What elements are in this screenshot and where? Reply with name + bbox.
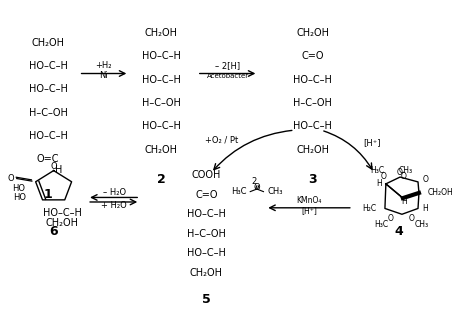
Text: O: O [254,183,260,192]
Text: O: O [381,172,386,181]
Text: O: O [50,162,57,171]
Text: 2: 2 [157,173,166,186]
Text: H–C–OH: H–C–OH [142,98,181,108]
Text: +O₂ / Pt: +O₂ / Pt [205,136,238,145]
Text: HO–C–H: HO–C–H [43,208,82,218]
Text: 1: 1 [44,188,52,201]
Text: 4: 4 [395,225,403,238]
Text: COOH: COOH [191,170,221,180]
Text: + H₂O: + H₂O [101,201,127,210]
Text: 3: 3 [308,173,317,186]
Text: H₃C: H₃C [374,220,388,229]
Text: – 2[H]: – 2[H] [215,61,240,70]
Text: O: O [409,214,414,223]
Text: CH₃: CH₃ [415,220,429,229]
Text: H₂C: H₂C [362,204,376,213]
Text: O=C: O=C [36,154,59,164]
Text: HO–C–H: HO–C–H [28,61,67,71]
Text: CH₃: CH₃ [398,166,412,176]
Text: HO–C–H: HO–C–H [142,75,181,84]
Text: [H⁺]: [H⁺] [301,207,317,215]
Text: Acetobacter: Acetobacter [207,73,248,79]
Text: H: H [55,165,63,175]
Text: HO: HO [12,184,25,193]
Text: HO: HO [13,193,26,202]
Text: O: O [423,176,428,185]
Text: H: H [422,204,428,213]
Text: H: H [376,179,382,188]
Text: HO–C–H: HO–C–H [28,84,67,94]
Text: HO–C–H: HO–C–H [293,75,332,84]
Text: +H₂: +H₂ [95,61,112,70]
Text: O: O [8,174,14,183]
Text: H₃C: H₃C [231,187,246,196]
Text: CH₂OH: CH₂OH [46,218,79,228]
Text: HO–C–H: HO–C–H [293,121,332,131]
Text: HO–C–H: HO–C–H [28,131,67,141]
Text: CH₂OH: CH₂OH [296,28,329,38]
Text: 2: 2 [251,177,256,187]
Text: CH₃: CH₃ [268,187,283,196]
Text: HO–C–H: HO–C–H [142,51,181,61]
Text: H–C–OH: H–C–OH [28,108,67,118]
Text: CH₂OH: CH₂OH [145,28,178,38]
Text: 5: 5 [202,293,210,306]
Text: HO–C–H: HO–C–H [187,209,226,219]
Text: [H⁺]: [H⁺] [363,138,381,147]
Text: CH₂OH: CH₂OH [31,38,64,48]
Text: H₃C: H₃C [370,166,384,176]
Text: – H₂O: – H₂O [102,188,126,197]
Text: O: O [388,214,393,223]
Text: H: H [401,198,407,206]
Text: C=O: C=O [195,190,218,200]
Text: CH₂OH: CH₂OH [296,145,329,155]
Text: O: O [401,172,406,181]
Text: H–C–OH: H–C–OH [187,229,226,239]
Text: HO–C–H: HO–C–H [187,248,226,258]
Text: Ni: Ni [100,71,108,80]
Text: CH₂OH: CH₂OH [145,145,178,155]
Text: C=O: C=O [301,51,324,61]
Text: HO–C–H: HO–C–H [142,121,181,131]
Text: O: O [397,168,403,177]
Text: CH₂OH: CH₂OH [190,267,223,278]
Text: H–C–OH: H–C–OH [293,98,332,108]
Text: CH₂OH: CH₂OH [428,188,453,197]
Text: KMnO₄: KMnO₄ [296,196,321,205]
Text: 6: 6 [49,225,58,238]
